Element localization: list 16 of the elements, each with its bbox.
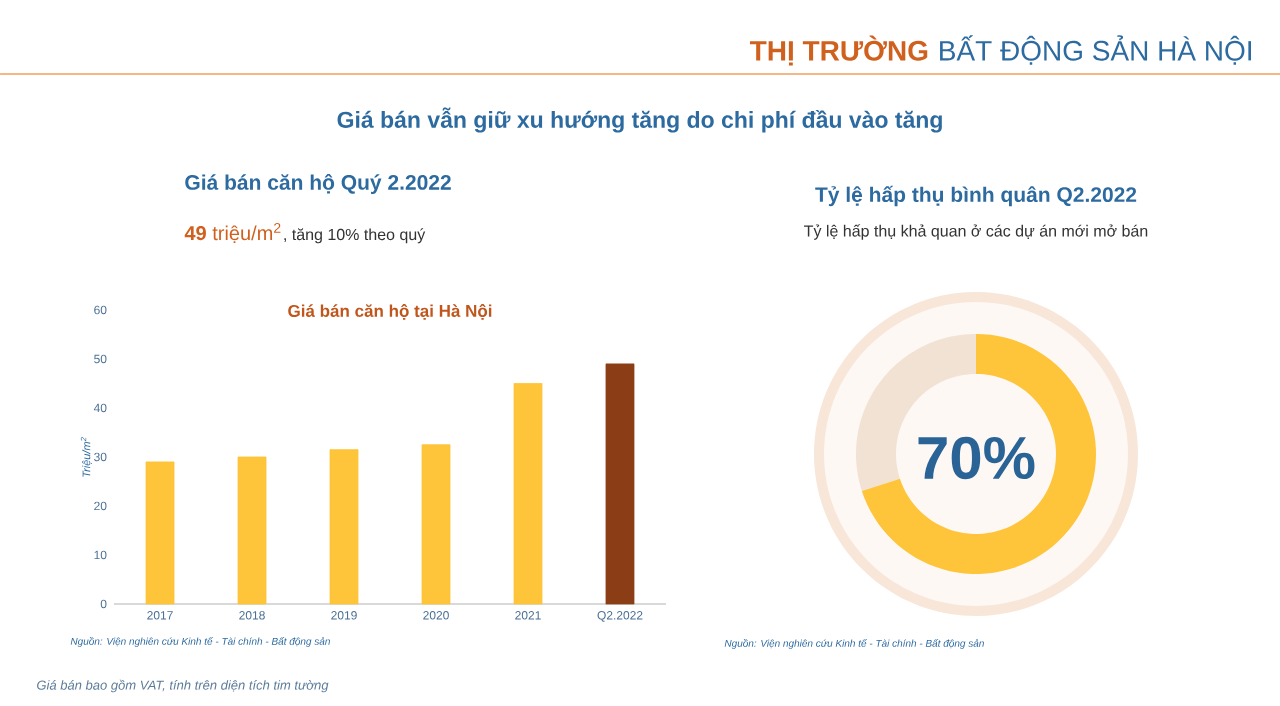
data-label: 70% — [918, 436, 1035, 480]
chart-subtitle: Tỷ lệ hấp thụ khả quan ở các dự án mới mở bán — [804, 224, 1148, 240]
bar — [513, 383, 543, 605]
text: Giá bán vẫn giữ xu hướng tăng do chi phí đầu vào tăng — [337, 107, 942, 133]
text: THỊ TRƯỜNG — [749, 35, 928, 66]
bar — [421, 444, 451, 605]
chart-title: Giá bán căn hộ tại Hà Nội — [288, 304, 492, 320]
text: BẤT ĐỘNG SẢN HÀ NỘI — [940, 35, 1251, 65]
text: , tăng 10% theo quý — [284, 228, 426, 244]
bar — [329, 449, 359, 605]
bar — [237, 456, 267, 605]
chart-title: Tỷ lệ hấp thụ bình quân Q2.2022 — [815, 185, 1137, 207]
text: Giá bán căn hộ Quý 2.2022 — [185, 173, 451, 194]
bar — [145, 461, 175, 605]
text: 49 triệu/m$^{2}$ — [184, 222, 281, 244]
bar — [605, 363, 635, 605]
